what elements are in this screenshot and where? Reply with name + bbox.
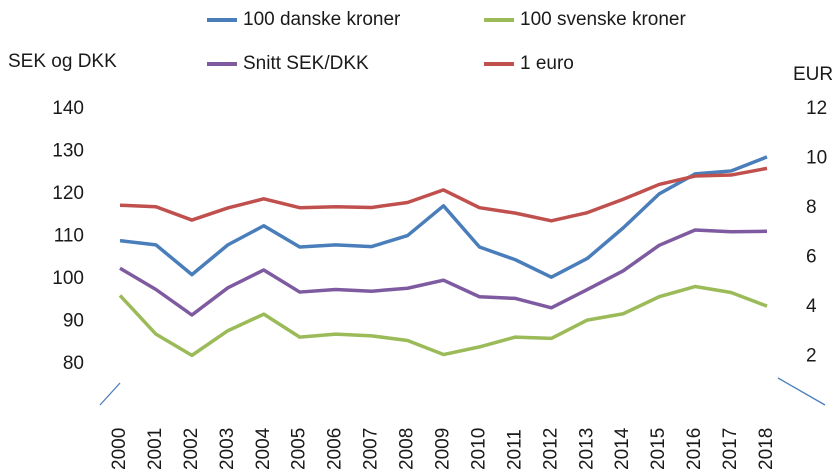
series-line xyxy=(119,228,768,317)
legend-label: Snitt SEK/DKK xyxy=(243,53,369,74)
y2-axis-label: EUR xyxy=(793,64,833,85)
x-tick-label: 2006 xyxy=(325,428,346,470)
y-tick-label: 130 xyxy=(52,140,84,161)
x-tick-label: 2001 xyxy=(145,428,166,470)
x-tick-label: 2016 xyxy=(684,428,705,470)
x-tick-label: 2000 xyxy=(109,428,130,470)
x-tick-label: 2013 xyxy=(576,428,597,470)
y-tick-label: 120 xyxy=(52,183,84,204)
y2-tick-label: 10 xyxy=(806,147,827,168)
x-tick-label: 2017 xyxy=(720,428,741,470)
axis-break xyxy=(99,382,121,406)
y2-tick-label: 6 xyxy=(806,246,817,267)
y2-tick-label: 12 xyxy=(806,98,827,119)
legend-label: 100 danske kroner xyxy=(243,9,401,30)
x-tick-label: 2012 xyxy=(540,428,561,470)
x-tick-label: 2009 xyxy=(433,428,454,470)
legend-label: 100 svenske kroner xyxy=(520,9,686,30)
y-tick-label: 140 xyxy=(52,98,84,119)
x-tick-label: 2002 xyxy=(181,428,202,470)
y-tick-label: 100 xyxy=(52,268,84,289)
series-line xyxy=(119,166,768,223)
y-axis-label: SEK og DKK xyxy=(8,51,117,72)
axis-break xyxy=(777,377,826,406)
x-tick-label: 2015 xyxy=(648,428,669,470)
y-tick-label: 110 xyxy=(54,225,84,246)
x-tick-label: 2004 xyxy=(253,427,274,470)
y-tick-label: 90 xyxy=(63,310,84,331)
x-tick-label: 2010 xyxy=(468,428,489,470)
y-tick-label: 80 xyxy=(63,353,84,374)
y2-tick-label: 8 xyxy=(806,197,817,218)
series-line xyxy=(118,284,768,358)
x-tick-label: 2011 xyxy=(504,429,525,470)
x-tick-label: 2003 xyxy=(217,428,238,470)
y2-tick-label: 4 xyxy=(806,296,817,317)
x-tick-label: 2007 xyxy=(361,428,382,470)
x-tick-label: 2014 xyxy=(612,427,633,470)
x-tick-label: 2018 xyxy=(756,428,777,470)
y2-tick-label: 2 xyxy=(806,345,817,366)
legend-label: 1 euro xyxy=(520,53,574,74)
series-line xyxy=(119,155,768,279)
x-tick-label: 2005 xyxy=(289,428,310,470)
x-tick-label: 2008 xyxy=(397,428,418,470)
